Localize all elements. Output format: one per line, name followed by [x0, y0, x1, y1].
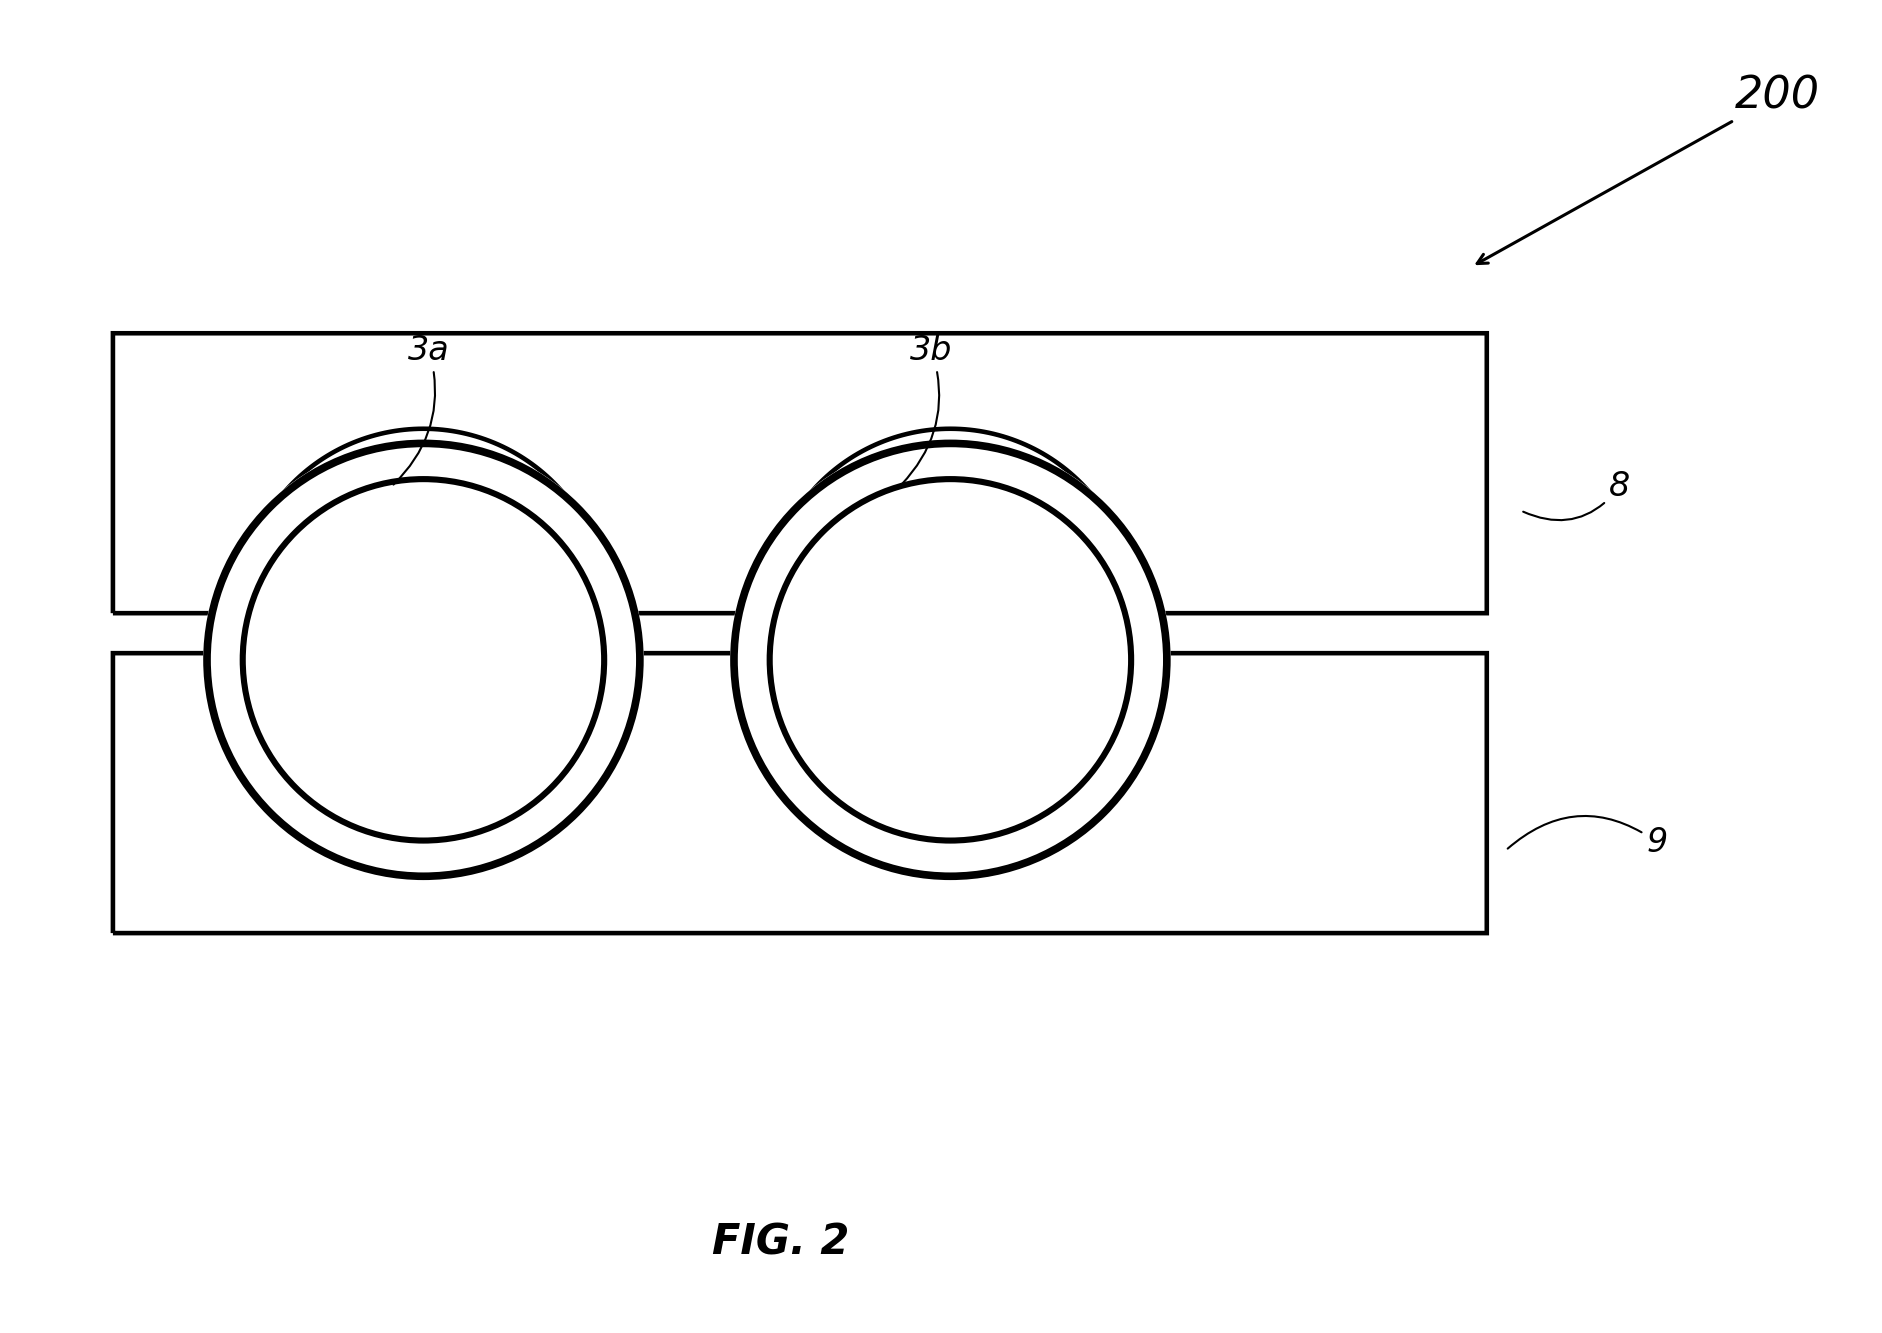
PathPatch shape — [113, 333, 1487, 613]
Circle shape — [203, 440, 644, 880]
Text: 9: 9 — [1507, 816, 1667, 858]
Text: 200: 200 — [1477, 75, 1820, 264]
Text: FIG. 2: FIG. 2 — [713, 1221, 849, 1264]
Circle shape — [730, 440, 1171, 880]
PathPatch shape — [113, 653, 1487, 933]
Text: 8: 8 — [1523, 471, 1630, 520]
Text: 3b: 3b — [901, 333, 952, 484]
Text: 3a: 3a — [393, 333, 450, 485]
